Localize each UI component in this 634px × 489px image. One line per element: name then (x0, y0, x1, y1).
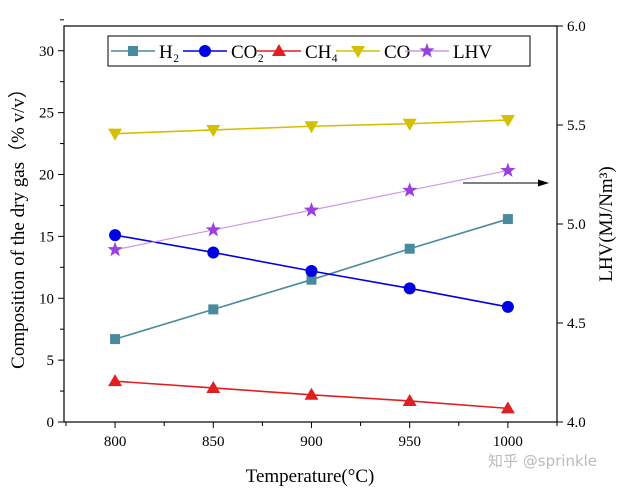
legend-marker (351, 46, 365, 58)
legend-box (107, 35, 531, 67)
y-right-tick-label: 4.0 (567, 415, 586, 431)
data-point (208, 304, 219, 315)
x-tick-label: 900 (300, 434, 323, 450)
y-tick-label: 15 (39, 229, 54, 245)
data-point (305, 265, 318, 278)
data-point (207, 246, 220, 259)
y-right-tick-label: 5.0 (567, 217, 586, 233)
y-axis-right-label: LHV(MJ/Nm³) (596, 166, 617, 281)
x-tick-label: 950 (398, 434, 421, 450)
data-point (304, 387, 319, 400)
data-point (403, 282, 416, 295)
data-point (402, 393, 417, 406)
data-point (206, 380, 221, 393)
data-point (502, 214, 513, 225)
data-point (500, 115, 515, 128)
data-point (306, 274, 317, 285)
x-axis-label: Temperature(°C) (246, 466, 375, 487)
legend-label: H₂ (159, 42, 179, 63)
legend-marker (419, 43, 435, 58)
y-tick-label: 0 (47, 415, 55, 431)
watermark: 知乎 @sprinkle (488, 452, 597, 470)
data-point (303, 202, 320, 217)
legend-marker (199, 45, 211, 57)
y-tick-label: 25 (39, 106, 54, 122)
y-tick-label: 30 (39, 44, 54, 60)
y-tick-label: 10 (39, 291, 54, 307)
data-point (500, 401, 515, 414)
data-point (108, 128, 123, 141)
legend-marker (128, 46, 138, 56)
plot-frame (63, 25, 558, 423)
data-point (205, 221, 221, 237)
data-point (206, 124, 221, 137)
legend-marker (272, 44, 286, 56)
y-right-tick-label: 5.5 (567, 118, 586, 134)
data-point (402, 118, 417, 131)
data-point (500, 162, 516, 177)
y-right-tick-label: 6.0 (567, 19, 586, 35)
legend-label: CH₄ (305, 42, 338, 63)
x-tick-label: 1000 (493, 434, 523, 450)
y-tick-label: 20 (39, 168, 54, 184)
y-tick-label: 5 (47, 353, 55, 369)
x-tick-label: 850 (202, 434, 225, 450)
data-point (404, 243, 415, 254)
y-axis-label: Composition of the dry gas（% v/v） (7, 79, 29, 369)
annotation-arrowhead (538, 179, 549, 187)
legend-label: LHV (453, 42, 492, 63)
data-point (109, 229, 122, 242)
y-right-tick-label: 4.5 (567, 316, 586, 332)
legend-label: CO (384, 42, 410, 63)
legend-label: CO₂ (231, 42, 264, 63)
data-point (108, 374, 123, 387)
data-point (304, 121, 319, 134)
x-tick-label: 800 (104, 434, 127, 450)
data-point (107, 241, 123, 257)
data-point (501, 300, 514, 313)
data-point (110, 334, 121, 345)
data-point (402, 182, 418, 197)
